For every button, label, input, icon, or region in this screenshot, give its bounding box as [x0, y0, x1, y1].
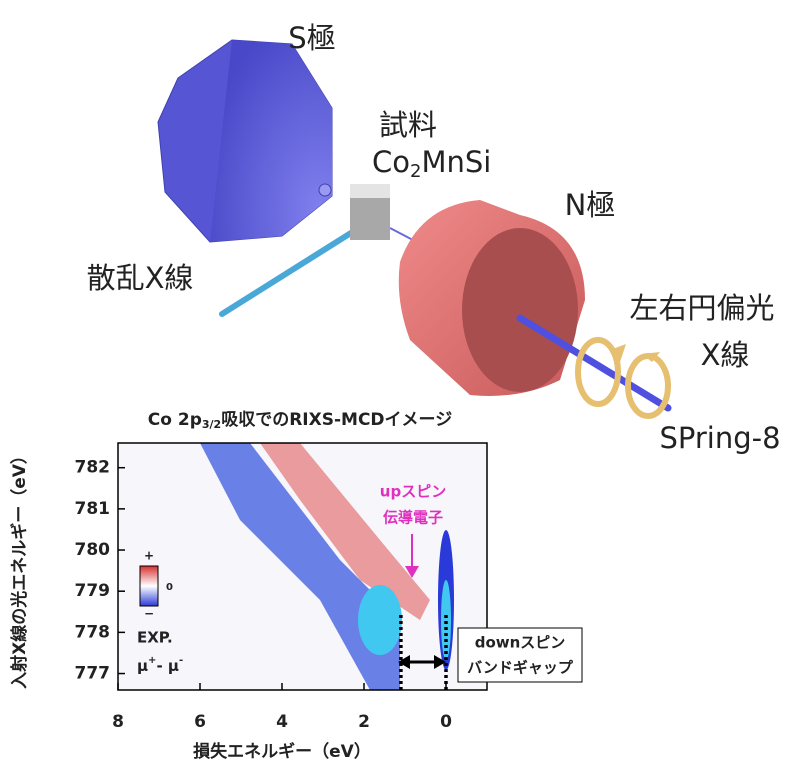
legend-text: + [148, 655, 156, 666]
annotation-arrow [405, 566, 419, 578]
x-tick-label: 0 [440, 712, 452, 732]
n-pole-face [462, 228, 578, 392]
label: 左右円偏光 [629, 291, 774, 325]
label: 散乱X線 [87, 261, 194, 295]
annotation-box [457, 627, 583, 683]
chart-title: 吸収でのRIXS-MCDイメージ [221, 410, 452, 430]
x-axis-label: 損失エネルギー（eV） [193, 741, 371, 762]
annotation: downスピン [475, 634, 566, 652]
legend-text: μ [137, 657, 148, 675]
legend-text: - μ [156, 657, 179, 675]
sample [350, 198, 390, 240]
colorbar-label: − [144, 607, 154, 621]
legend-text: EXP. [137, 629, 173, 647]
x-tick-label: 4 [276, 712, 288, 732]
polarization-ring [575, 337, 621, 407]
y-tick-label: 778 [75, 622, 111, 642]
scattered-beam [219, 223, 365, 317]
label: Co2MnSi [372, 145, 491, 182]
label: MnSi [421, 145, 491, 179]
label: X線 [701, 338, 750, 372]
chart-title: Co 2p3/2吸収でのRIXS-MCDイメージ [148, 410, 452, 431]
colorbar-label: + [144, 549, 154, 563]
x-tick-label: 8 [112, 712, 124, 732]
sample-top [350, 184, 390, 198]
y-tick-label: 780 [75, 540, 111, 560]
colorbar [139, 565, 159, 607]
y-tick-label: 777 [75, 664, 111, 684]
label: Co [372, 145, 410, 179]
heatmap [117, 442, 488, 691]
ring-arrow [610, 344, 626, 362]
x-tick-label: 6 [194, 712, 206, 732]
chart-title: 3/2 [202, 418, 221, 431]
chart-title: Co 2p [148, 410, 202, 430]
ring-arrow [642, 352, 660, 362]
legend-text: μ+- μ- [137, 655, 183, 675]
y-axis-label: 入射X線の光エネルギー（eV） [9, 447, 30, 689]
legend-text: - [179, 655, 183, 666]
annotation: upスピン [380, 483, 446, 501]
annotation: バンドギャップ [467, 659, 574, 677]
s-pole-cone [210, 40, 332, 242]
label: 試料 [379, 108, 437, 142]
label: 2 [410, 161, 421, 182]
label: SPring-8 [659, 421, 780, 455]
gap-arrow [434, 655, 446, 669]
y-tick-label: 779 [75, 581, 111, 601]
incident-beam [516, 314, 672, 412]
label: N極 [565, 188, 616, 222]
y-tick-label: 781 [75, 499, 111, 519]
x-tick-label: 2 [358, 712, 370, 732]
s-pole-tip [318, 183, 332, 197]
annotation: 伝導電子 [383, 509, 443, 527]
colorbar-label: 0 [166, 582, 173, 593]
y-tick-label: 782 [75, 458, 111, 478]
gap-arrow [398, 655, 410, 669]
label: S極 [288, 21, 335, 55]
